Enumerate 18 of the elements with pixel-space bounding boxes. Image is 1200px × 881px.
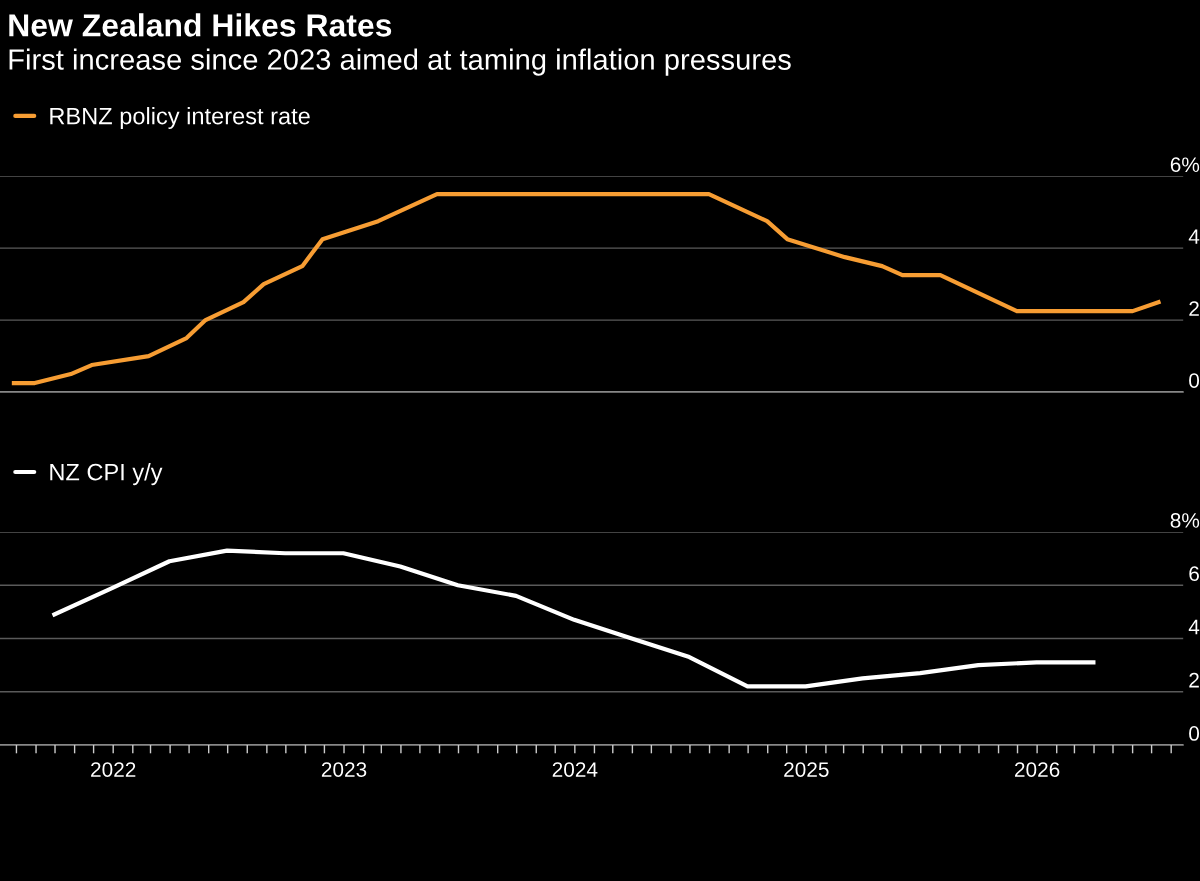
x-tick-label: 2026 [1015,762,1060,777]
y-tick-label: 0 [1189,726,1200,741]
y-tick-label: 6% [1170,157,1200,173]
legend-label: NZ CPI y/y [50,463,163,486]
chart-title: New Zealand Hikes Rates [9,13,392,37]
x-tick-label: 2023 [321,762,367,777]
y-tick-label: 6 [1189,566,1199,582]
y-tick-label: 4 [1188,619,1200,635]
chart-subtitle: First increase since 2023 aimed at taming inflation pressures [9,48,791,76]
x-tick-label: 2025 [784,762,829,777]
x-tick-label: 2024 [552,762,598,777]
y-tick-label: 2 [1189,672,1199,688]
y-tick-label: 2 [1189,301,1199,316]
legend-label: RBNZ policy interest rate [50,107,310,130]
y-tick-label: 4 [1188,229,1200,244]
y-tick-label: 8% [1170,513,1200,528]
y-tick-label: 0 [1189,373,1200,388]
x-tick-label: 2022 [91,762,136,777]
